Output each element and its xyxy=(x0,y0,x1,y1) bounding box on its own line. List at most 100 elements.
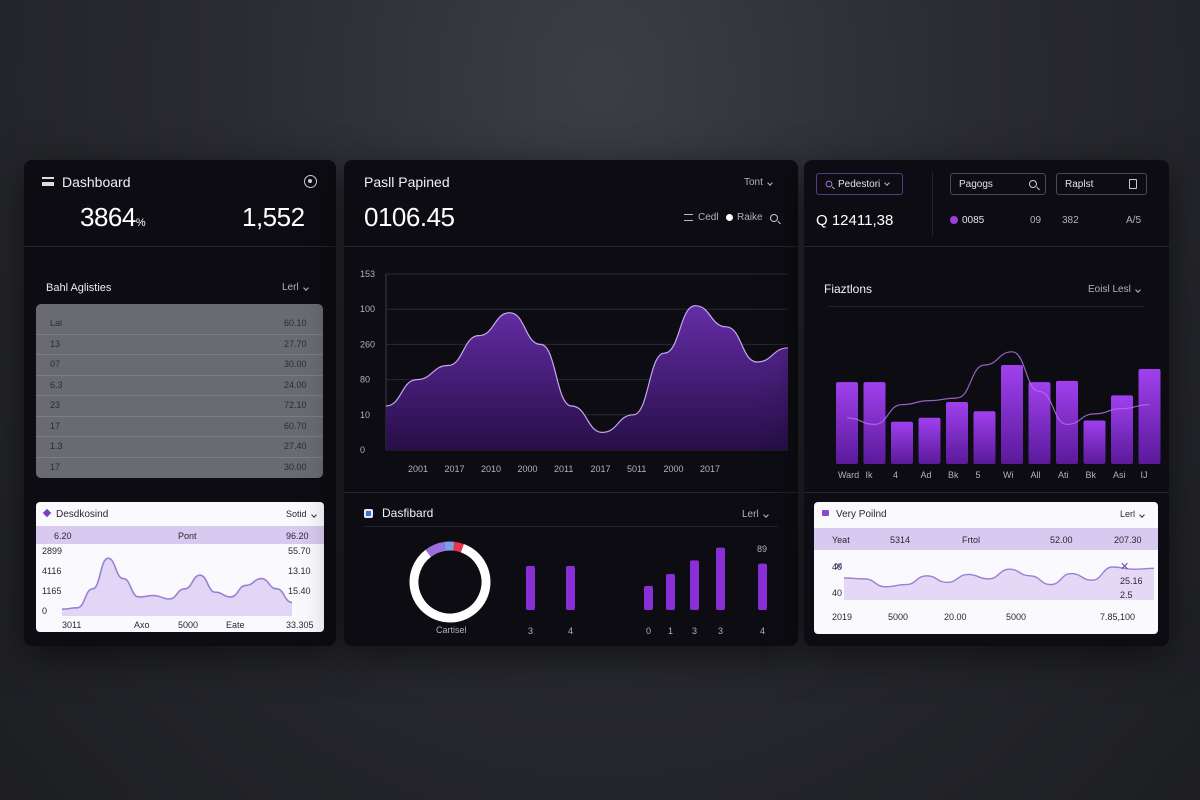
bottom-title: Dasfibard xyxy=(382,506,434,520)
area-fill xyxy=(62,558,292,616)
table-cell-label: 17 xyxy=(50,461,61,472)
right-tick-label: 55.70 xyxy=(288,546,311,556)
mini-card-filter[interactable]: Lerl xyxy=(1120,509,1145,519)
bar-chart-filter[interactable]: Eoisl Lesl xyxy=(1088,284,1141,295)
status-dot-icon xyxy=(950,216,958,224)
y-tick-label: 10 xyxy=(360,410,370,420)
settings-icon[interactable] xyxy=(304,175,317,188)
x-tick-label: 3 xyxy=(528,626,533,636)
table-cell-value: 30.00 xyxy=(284,461,307,472)
x-tick-label: Wi xyxy=(1003,470,1014,480)
y-tick-label: 100 xyxy=(360,304,375,314)
marker-icon: ✕ xyxy=(834,561,843,573)
y-tick-label: 0 xyxy=(360,445,365,455)
x-tick-label: 2000 xyxy=(518,464,538,474)
table-row-divider xyxy=(36,436,323,437)
data-table: Lal 60.10 13 27.70 07 30.00 6.3 24.00 23 72.10 17 6… xyxy=(36,304,323,478)
mini-card-filter[interactable]: Sotid xyxy=(286,509,317,519)
bar xyxy=(1028,382,1051,464)
band-cell: 207.30 xyxy=(1114,535,1142,545)
table-cell-label: 13 xyxy=(50,338,61,349)
table-title: Bahl Aglisties xyxy=(46,282,112,294)
bar-top-label: 89 xyxy=(757,544,767,554)
x-tick-label: Ad xyxy=(921,470,932,480)
bar xyxy=(1001,365,1023,464)
x-tick-label: 5 xyxy=(976,470,981,480)
y-tick-label: 40 xyxy=(832,562,842,572)
y-tick-label: 2899 xyxy=(42,546,62,556)
x-tick-label: 2011 xyxy=(554,464,573,474)
bar xyxy=(1111,395,1133,464)
x-tick-label: 3 xyxy=(692,626,697,636)
table-cell-value: 24.00 xyxy=(284,379,307,390)
middle-kpi: 0106.45 xyxy=(364,202,455,232)
left-panel-title: Dashboard xyxy=(62,174,131,190)
right-kpi: Q 12411,38 xyxy=(816,212,894,229)
bar xyxy=(891,421,913,464)
stat-dot-value: 0085 xyxy=(962,215,985,226)
divider xyxy=(364,526,778,527)
bar xyxy=(946,401,968,464)
y-tick-label: 260 xyxy=(360,339,375,349)
right-panel: Pedestori Pagogs Raplst Q 12411,38 0085 … xyxy=(804,160,1169,646)
menu-icon[interactable] xyxy=(42,177,54,186)
report-pill[interactable]: Raplst xyxy=(1056,173,1147,195)
x-tick-label: 2010 xyxy=(481,464,501,474)
search-icon xyxy=(825,180,833,188)
x-tick-label: All xyxy=(1031,470,1041,480)
bar xyxy=(758,563,767,610)
bar xyxy=(863,382,886,464)
divider xyxy=(932,172,933,236)
kpi-b: 1,552 xyxy=(242,202,305,232)
table-cell-label: 6.3 xyxy=(50,379,63,390)
right-tick-label: 2.5 xyxy=(1120,590,1133,600)
bar xyxy=(716,547,725,610)
table-cell-value: 60.10 xyxy=(284,318,307,328)
x-tick-label: Bk xyxy=(948,470,959,480)
card-icon xyxy=(42,508,52,518)
stat-1: 09 xyxy=(1030,215,1042,226)
y-tick-label: 40 xyxy=(832,588,842,598)
table-cell-value: 72.10 xyxy=(284,400,307,410)
divider xyxy=(804,492,1169,493)
x-tick-label: 4 xyxy=(568,626,573,636)
header-band xyxy=(36,526,324,544)
x-tick-label: 4 xyxy=(760,626,765,636)
donut-and-bars: Cartisel 3 4 0 1 3 3 4 89 xyxy=(409,541,767,636)
y-tick-label: 1165 xyxy=(42,586,61,596)
search-pill[interactable]: Pedestori xyxy=(816,173,903,195)
x-tick-label: 5011 xyxy=(627,464,646,474)
x-tick-label: 0 xyxy=(646,626,651,636)
bar-line-chart: Ward Ik 4 Ad Bk 5 Wi All Ati Bk Asi IJ xyxy=(836,351,1161,480)
x-tick-label: 4 xyxy=(893,470,898,480)
divider xyxy=(344,246,798,247)
x-tick-label: 5000 xyxy=(178,620,198,630)
y-tick-label: 4116 xyxy=(42,566,61,576)
area-line xyxy=(843,566,1155,588)
x-tick-label: Ik xyxy=(866,470,874,480)
x-tick-label: 3 xyxy=(718,626,723,636)
table-cell-value: 27.70 xyxy=(284,338,307,349)
bar xyxy=(1056,380,1078,464)
area-line xyxy=(61,557,293,610)
x-tick-label: 5000 xyxy=(1006,612,1026,622)
middle-filter[interactable]: Tont xyxy=(744,177,773,188)
list-icon[interactable] xyxy=(684,214,693,221)
stat-3: A/5 xyxy=(1126,215,1142,226)
bar xyxy=(566,566,575,610)
pages-pill[interactable]: Pagogs xyxy=(950,173,1046,195)
bar xyxy=(836,382,858,464)
x-tick-label: 2019 xyxy=(832,612,852,622)
divider xyxy=(828,306,1144,307)
table-filter[interactable]: Lerl xyxy=(282,282,309,293)
table-row-divider xyxy=(36,415,323,417)
bar xyxy=(644,586,653,610)
band-right: 96.20 xyxy=(286,531,309,541)
legend-dot-icon xyxy=(726,214,733,221)
search-icon[interactable] xyxy=(770,214,778,222)
donut-label: Cartisel xyxy=(436,625,467,635)
bottom-filter[interactable]: Lerl xyxy=(742,509,769,520)
x-tick-label: 7.85,100 xyxy=(1100,612,1135,622)
x-tick-label: Eate xyxy=(226,620,245,630)
